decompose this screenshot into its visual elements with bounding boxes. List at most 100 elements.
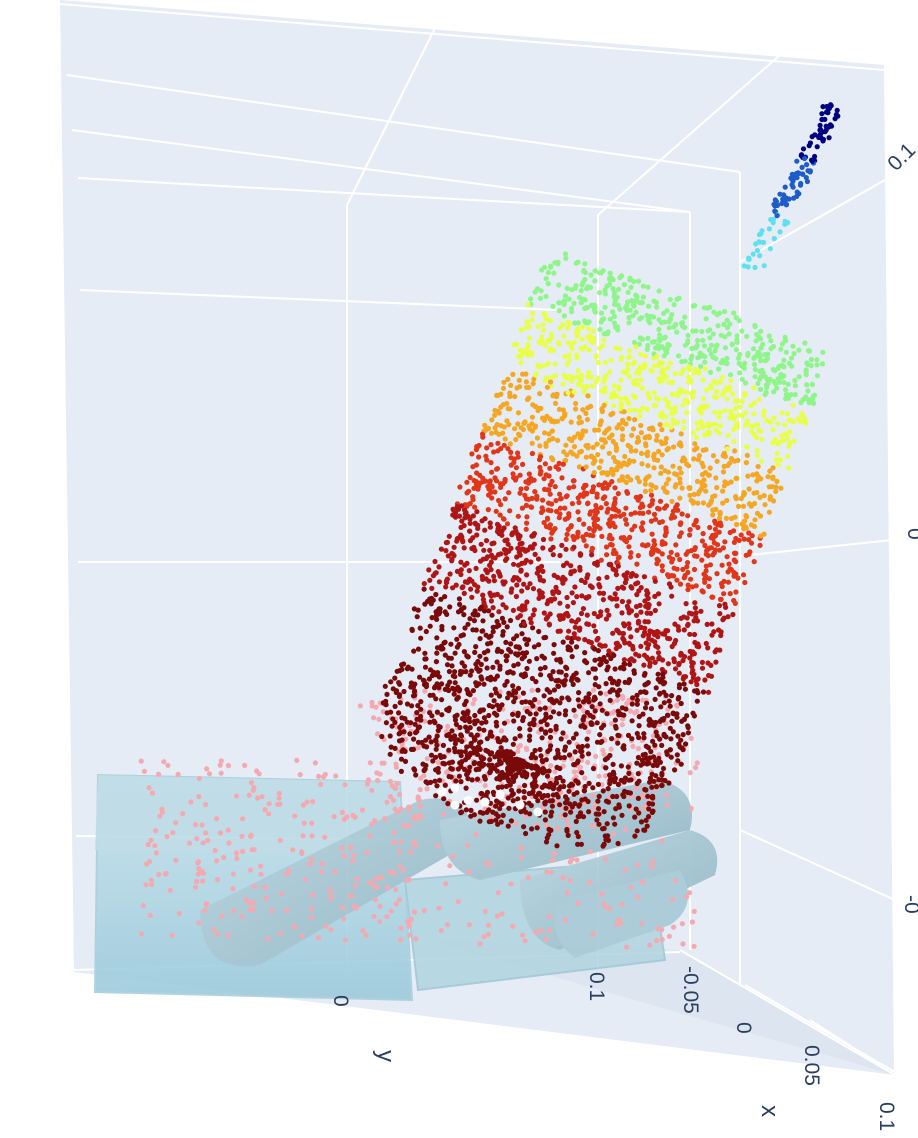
object-point <box>434 650 440 656</box>
pink-point <box>192 822 199 828</box>
object-point <box>602 304 608 310</box>
object-point <box>610 687 616 693</box>
object-point <box>545 269 552 276</box>
pink-point <box>436 905 442 911</box>
pink-point <box>659 838 665 844</box>
object-point <box>619 474 625 480</box>
object-point <box>774 450 780 456</box>
object-point <box>582 783 588 790</box>
object-point <box>592 708 598 714</box>
object-point <box>458 733 465 739</box>
object-point <box>598 557 604 563</box>
pink-point <box>655 926 661 932</box>
object-point <box>529 751 536 757</box>
object-point <box>610 286 616 292</box>
object-point <box>488 591 494 598</box>
object-point <box>415 646 422 652</box>
object-point <box>593 675 599 681</box>
object-point <box>659 742 665 749</box>
object-point <box>633 604 640 610</box>
object-point <box>546 832 552 838</box>
object-point <box>570 600 577 606</box>
object-point <box>563 546 569 552</box>
object-point <box>694 698 700 704</box>
pink-point <box>348 893 355 899</box>
object-point <box>503 737 509 743</box>
object-point <box>541 693 547 699</box>
object-point <box>550 669 556 675</box>
object-point <box>748 428 755 434</box>
object-point <box>744 444 750 450</box>
object-point <box>746 530 752 536</box>
object-point <box>442 594 448 600</box>
object-point <box>528 700 534 706</box>
object-point <box>516 769 522 775</box>
pink-point <box>203 801 209 808</box>
object-point <box>612 485 618 491</box>
object-point <box>563 536 569 543</box>
pink-point <box>328 895 334 902</box>
object-point <box>515 513 521 519</box>
object-point <box>625 605 631 611</box>
object-point <box>653 437 660 443</box>
object-point <box>743 422 749 428</box>
object-point <box>790 178 796 184</box>
object-point <box>651 451 657 457</box>
object-point <box>669 559 675 565</box>
object-point <box>402 758 409 765</box>
pink-point <box>445 723 451 730</box>
pink-point <box>233 850 240 856</box>
object-point <box>645 335 651 341</box>
object-point <box>675 758 681 764</box>
object-point <box>721 591 727 597</box>
object-point <box>614 603 620 609</box>
pink-point <box>195 860 201 866</box>
object-point <box>703 316 709 322</box>
object-point <box>595 427 602 433</box>
object-point <box>781 379 787 386</box>
object-point <box>412 767 418 773</box>
object-point <box>631 339 638 345</box>
object-point <box>585 572 591 578</box>
pink-point <box>548 763 554 769</box>
object-point <box>685 560 691 566</box>
object-point <box>451 691 457 697</box>
pink-point <box>587 879 593 885</box>
object-point <box>505 695 511 701</box>
object-point <box>459 537 465 543</box>
object-point <box>411 606 417 612</box>
object-point <box>590 444 596 450</box>
object-point <box>470 513 476 519</box>
pink-point <box>140 903 146 909</box>
object-point <box>687 655 693 661</box>
object-point <box>683 410 690 416</box>
object-point <box>578 610 585 617</box>
object-point <box>613 345 619 351</box>
pink-point <box>393 887 399 893</box>
object-point <box>513 528 519 534</box>
object-point <box>483 632 489 638</box>
pink-point <box>659 936 665 943</box>
object-point <box>604 331 611 337</box>
object-point <box>598 310 605 316</box>
object-point <box>579 743 586 750</box>
object-point <box>623 517 629 523</box>
object-point <box>768 338 774 344</box>
object-point <box>536 457 543 463</box>
object-point <box>613 447 619 453</box>
pink-point <box>415 796 421 802</box>
object-point <box>478 755 484 761</box>
object-point <box>650 738 656 744</box>
object-point <box>531 607 538 613</box>
object-point <box>762 374 769 380</box>
object-point <box>526 335 533 341</box>
object-point <box>657 718 663 725</box>
object-point <box>429 585 435 592</box>
object-point <box>684 564 690 570</box>
object-point <box>585 751 592 757</box>
object-point <box>620 792 626 798</box>
object-point <box>457 484 463 490</box>
object-point <box>664 350 670 356</box>
object-point <box>765 351 771 357</box>
